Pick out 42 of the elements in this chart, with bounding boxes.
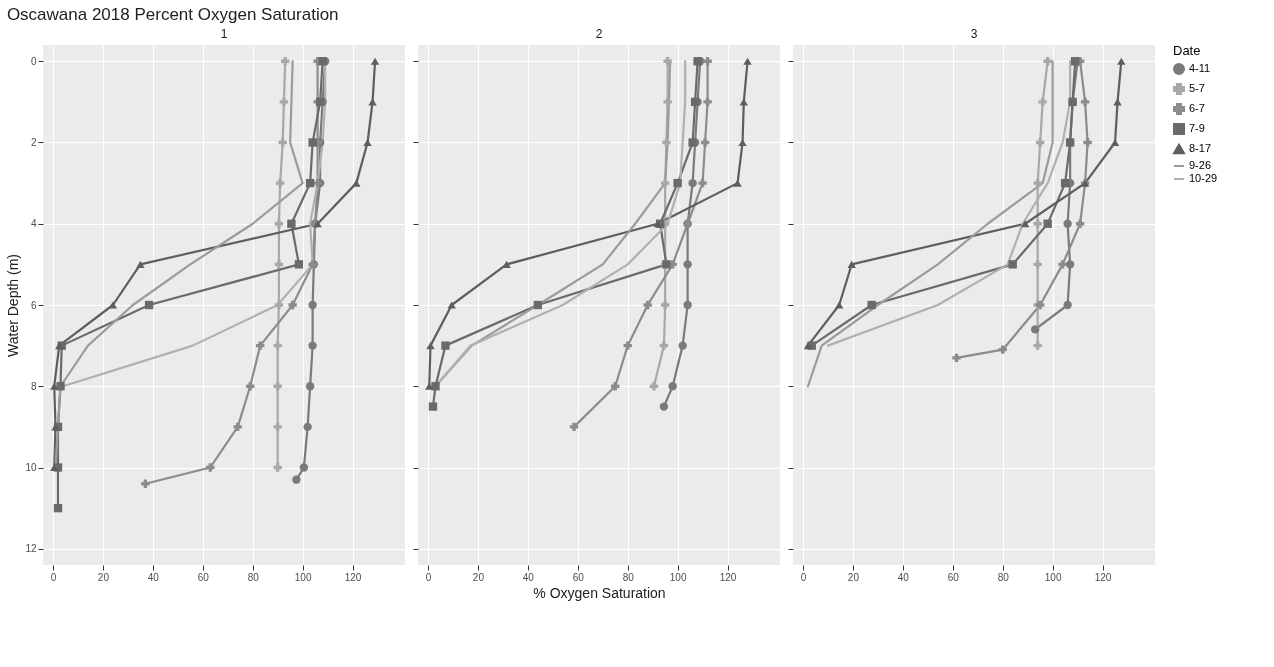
- y-tick-label: 8: [30, 380, 37, 392]
- x-tick-label: 60: [947, 571, 960, 583]
- y-tick-label: 0: [30, 55, 37, 67]
- legend-label: 8-17: [1189, 142, 1212, 154]
- legend-label: 5-7: [1189, 82, 1205, 94]
- y-tick-label: 2: [30, 137, 37, 148]
- x-tick-label: 120: [344, 571, 362, 583]
- x-tick-label: 20: [472, 571, 485, 583]
- chart-title: Oscawana 2018 Percent Oxygen Saturation: [6, 5, 339, 24]
- chart-subtitle: 2: [595, 27, 603, 41]
- legend-label: 7-9: [1189, 122, 1205, 134]
- x-tick-label: 40: [147, 571, 160, 583]
- x-tick-label: 40: [522, 571, 535, 583]
- legend-title: Date: [1173, 43, 1201, 58]
- y-tick-label: 12: [25, 543, 37, 555]
- x-tick-label: 60: [572, 571, 585, 583]
- chart-subtitle: 3: [970, 27, 978, 41]
- y-tick-label: 6: [30, 299, 37, 311]
- x-tick-label: 120: [719, 571, 737, 583]
- y-tick-label: 10: [25, 462, 37, 473]
- y-tick-label: 4: [30, 218, 37, 230]
- x-tick-label: 20: [97, 571, 110, 583]
- x-tick-label: 120: [1094, 571, 1112, 583]
- x-tick-label: 80: [622, 571, 635, 583]
- x-tick-label: 0: [50, 571, 57, 583]
- legend-label: 4-11: [1189, 62, 1211, 74]
- x-tick-label: 40: [897, 571, 910, 583]
- x-tick-label: 0: [425, 571, 432, 583]
- legend-label: 10-29: [1189, 172, 1218, 184]
- x-tick-label: 100: [669, 571, 687, 583]
- x-tick-label: 0: [800, 571, 807, 583]
- x-tick-label: 80: [247, 571, 260, 583]
- legend-label: 9-26: [1189, 159, 1212, 171]
- legend-label: 6-7: [1189, 102, 1205, 114]
- x-tick-label: 80: [997, 571, 1010, 583]
- x-tick-label: 60: [197, 571, 210, 583]
- x-tick-label: 100: [1044, 571, 1062, 583]
- chart-subtitle: 1: [220, 27, 228, 41]
- x-tick-label: 20: [847, 571, 860, 583]
- y-axis-title: Water Depth (m): [5, 254, 22, 357]
- x-tick-label: 100: [294, 571, 312, 583]
- x-axis-title: % Oxygen Saturation: [533, 584, 666, 601]
